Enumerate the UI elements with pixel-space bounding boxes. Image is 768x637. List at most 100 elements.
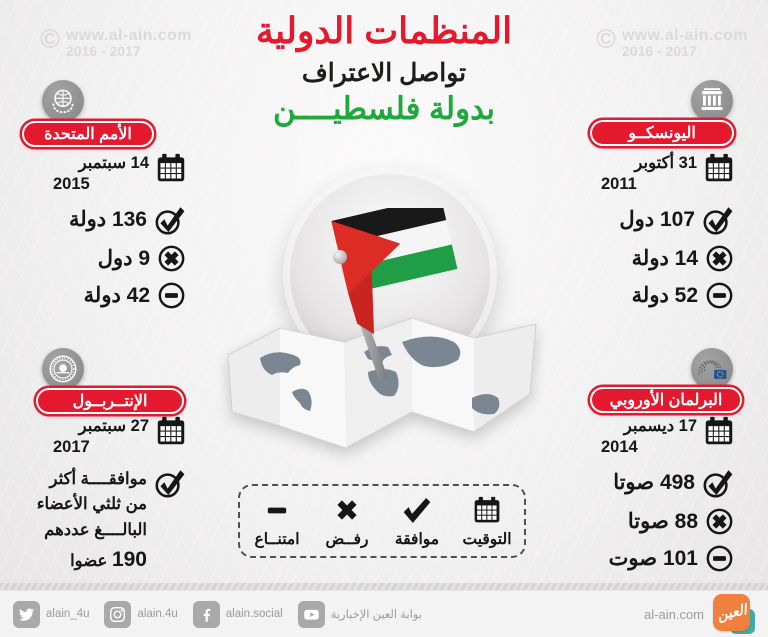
eu-date: 17 ديسمبر (623, 417, 697, 435)
un-reject-value: 9 دول (97, 246, 150, 270)
instagram-icon[interactable] (104, 600, 132, 628)
watermark-url: www.al-ain.com (621, 27, 748, 44)
title-line-green: بدولة فلسطيــــن (273, 91, 495, 127)
twitter-icon[interactable] (13, 600, 40, 628)
check-circle-icon (702, 467, 734, 499)
facebook-handle[interactable]: alain.social (225, 608, 283, 620)
watermark-left: © www.al-ain.com 2016 - 2017 (40, 24, 192, 59)
unesco-date: 31 أكتوبر (634, 154, 697, 172)
section-title-un: الأمم المتحدة (22, 121, 154, 147)
calendar-icon (156, 153, 186, 183)
unesco-building-icon (691, 80, 733, 122)
social-links: alain_4u alain.4u alain.social بوابة الع… (13, 600, 423, 628)
youtube-channel-name[interactable]: بوابة العين الإخبارية (330, 609, 423, 621)
x-circle-icon (705, 507, 734, 536)
section-title-unesco: اليونسكــو (590, 120, 734, 146)
calendar-icon (704, 416, 734, 446)
un-abstain-row: 42 دولة (84, 281, 186, 310)
x-circle-icon (705, 244, 734, 273)
minus-circle-icon (705, 281, 734, 310)
unesco-abstain-row: 52 دولة (632, 281, 734, 310)
un-emblem-icon (42, 80, 84, 122)
check-circle-icon (154, 467, 186, 499)
alain-logo-text: العين (715, 601, 748, 623)
eu-reject-row: 88 صوتا (628, 507, 734, 536)
youtube-link[interactable]: بوابة العين الإخبارية (297, 600, 423, 628)
palestine-flag-pin (331, 208, 458, 380)
interpol-approval-text: موافقــــة أكثر من ثلثي الأعضاء البالـــ… (36, 469, 147, 571)
site-url[interactable]: al-ain.com (644, 606, 704, 622)
unesco-date-row: 31 أكتوبر 2011 (601, 153, 734, 196)
interpol-seal-icon (42, 348, 84, 390)
twitter-handle[interactable]: alain_4u (46, 608, 90, 620)
folded-world-map (227, 317, 537, 449)
facebook-icon[interactable] (192, 600, 220, 628)
interpol-date: 27 سبتمبر (78, 417, 149, 435)
eu-date-year: 2014 (601, 438, 638, 457)
unesco-reject-value: 14 دولة (631, 246, 698, 270)
check-icon (402, 497, 432, 524)
watermark-years: 2016 - 2017 (65, 43, 141, 59)
alain-logo[interactable]: العين (713, 594, 755, 634)
section-title-interpol: الإنتــربــول (36, 388, 184, 414)
legend-label-approve: موافقة (394, 531, 440, 548)
un-abstain-value: 42 دولة (83, 283, 150, 307)
interpol-date-year: 2017 (53, 438, 90, 457)
alain-logo-orange-shape: العين (713, 594, 750, 631)
eu-abstain-row: 101 صوت (609, 544, 734, 573)
un-date: 14 سبتمبر (78, 154, 149, 172)
legend-label-reject: رفــض (325, 531, 369, 548)
un-date-year: 2015 (53, 175, 90, 194)
watermark-right: © www.al-ain.com 2016 - 2017 (596, 24, 748, 59)
interpol-approval-count: 190 (111, 547, 147, 571)
title-line-black: تواصل الاعتراف (301, 59, 467, 88)
site-branding: al-ain.com العين (644, 594, 755, 634)
eu-abstain-value: 101 صوت (608, 546, 698, 570)
footer-stripe-band (0, 583, 768, 590)
youtube-icon[interactable] (297, 600, 325, 628)
interpol-approve-row: موافقــــة أكثر من ثلثي الأعضاء البالـــ… (19, 467, 186, 576)
check-circle-icon (702, 204, 734, 236)
legend-item-abstain: امتنــاع (244, 493, 310, 549)
watermark-years: 2016 - 2017 (621, 43, 697, 59)
instagram-handle[interactable]: alain.4u (137, 608, 178, 620)
eu-approve-value: 498 صوتا (613, 471, 695, 495)
un-reject-row: 9 دول (98, 244, 186, 273)
minus-circle-icon (157, 281, 186, 310)
title-line-red: المنظمات الدولية (255, 10, 513, 51)
legend-box: التوقيت موافقة رفــض امتنــاع (238, 484, 526, 558)
legend-item-approve: موافقة (384, 493, 450, 549)
copyright-icon: © (40, 24, 60, 54)
facebook-link[interactable]: alain.social (192, 600, 283, 628)
eu-approve-row: 498 صوتا (613, 467, 734, 499)
watermark-url: www.al-ain.com (65, 27, 192, 44)
legend-label-abstain: امتنــاع (254, 531, 300, 548)
eu-date-row: 17 ديسمبر 2014 (601, 416, 734, 459)
unesco-reject-row: 14 دولة (632, 244, 734, 273)
unesco-abstain-value: 52 دولة (631, 283, 698, 307)
x-circle-icon (157, 244, 186, 273)
un-approve-value: 136 دولة (68, 208, 147, 232)
legend-item-timing: التوقيت (454, 493, 520, 549)
eu-parliament-icon (691, 348, 733, 390)
calendar-icon (704, 153, 734, 183)
unesco-approve-row: 107 دول (619, 204, 734, 236)
legend-item-reject: رفــض (314, 493, 380, 549)
infographic-title: المنظمات الدولية تواصل الاعتراف بدولة فل… (154, 10, 614, 127)
section-title-eu: البرلمان الأوروبي (590, 387, 742, 413)
twitter-link[interactable]: alain_4u (13, 600, 90, 628)
interpol-date-row: 27 سبتمبر 2017 (53, 416, 186, 459)
unesco-date-year: 2011 (601, 175, 637, 194)
calendar-icon (156, 416, 186, 446)
check-circle-icon (154, 204, 186, 236)
eu-reject-value: 88 صوتا (627, 509, 698, 533)
copyright-icon: © (596, 24, 616, 54)
minus-icon (267, 506, 287, 515)
un-approve-row: 136 دولة (69, 204, 186, 236)
x-icon (336, 499, 358, 521)
un-date-row: 14 سبتمبر 2015 (53, 153, 186, 196)
legend-label-timing: التوقيت (462, 531, 512, 548)
unesco-approve-value: 107 دول (619, 208, 695, 232)
instagram-link[interactable]: alain.4u (104, 600, 178, 628)
calendar-icon (473, 496, 501, 524)
